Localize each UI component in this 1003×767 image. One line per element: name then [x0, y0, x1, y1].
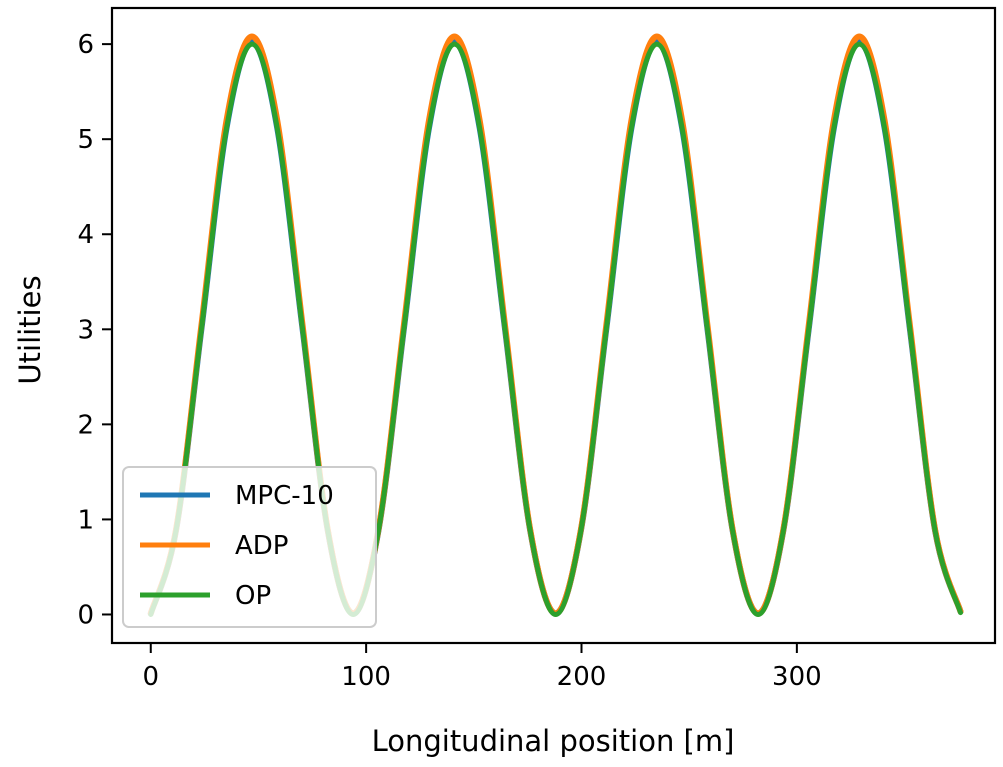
y-tick-label: 1: [77, 505, 94, 535]
x-axis-label: Longitudinal position [m]: [372, 724, 735, 758]
legend-label-mpc-10: MPC-10: [235, 481, 334, 511]
y-tick-label: 3: [77, 315, 94, 345]
legend: MPC-10 ADP OP: [122, 466, 377, 628]
x-tick-label: 0: [142, 662, 159, 692]
legend-box: [122, 466, 377, 628]
legend-label-op: OP: [235, 581, 271, 611]
plot-frame: [110, 6, 997, 645]
legend-label-adp: ADP: [235, 531, 289, 561]
x-tick-label: 300: [772, 662, 822, 692]
series-line-op: [148, 41, 964, 617]
y-tick-label: 4: [77, 220, 94, 250]
x-tick-label: 100: [341, 662, 391, 692]
plot-lines: [147, 33, 964, 617]
y-tick-label: 6: [77, 30, 94, 60]
y-axis-label: Utilities: [13, 275, 47, 384]
y-tick-label: 5: [77, 125, 94, 155]
y-tick-label: 2: [77, 410, 94, 440]
y-axis-ticks: 0 1 2 3 4 5 6: [77, 30, 112, 630]
y-tick-label: 0: [77, 600, 94, 630]
x-axis-ticks: 0 100 200 300: [142, 643, 822, 692]
x-tick-label: 200: [557, 662, 607, 692]
